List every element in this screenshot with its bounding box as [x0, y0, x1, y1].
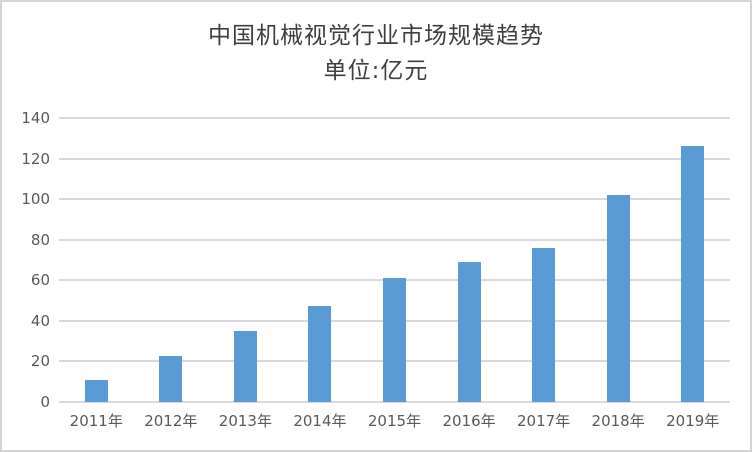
y-tick-label: 100 [21, 190, 50, 209]
y-tick-label: 140 [21, 109, 50, 127]
x-tick-label: 2012年 [144, 412, 198, 430]
gridline [59, 401, 730, 403]
y-tick-label: 20 [30, 352, 50, 371]
x-tick-label: 2018年 [591, 412, 645, 430]
x-tick-label: 2015年 [367, 412, 422, 430]
gridline [59, 238, 730, 241]
bar [159, 356, 183, 402]
y-tick-label: 0 [40, 393, 50, 411]
x-tick-label: 2014年 [293, 412, 347, 430]
gridline [59, 157, 730, 160]
bar [681, 146, 705, 402]
bar [383, 278, 406, 402]
chart-title: 中国机械视觉行业市场规模趋势 [208, 23, 544, 49]
bar [457, 262, 481, 402]
x-tick-label: 2019年 [666, 412, 720, 430]
bar [308, 305, 332, 402]
x-tick-label: 2011年 [69, 412, 123, 430]
chart-subtitle: 单位:亿元 [323, 58, 429, 84]
y-tick-label: 40 [30, 311, 50, 330]
bar [233, 331, 257, 402]
chart-title-block: 中国机械视觉行业市场规模趋势 单位:亿元 [2, 18, 750, 88]
bar [532, 247, 556, 402]
bar [84, 379, 108, 402]
gridline [59, 117, 730, 119]
y-tick-label: 60 [30, 271, 50, 290]
gridline [59, 198, 730, 201]
x-tick-label: 2013年 [218, 412, 272, 430]
bar [606, 195, 630, 402]
y-tick-label: 120 [21, 149, 50, 168]
x-tick-label: 2016年 [442, 412, 496, 430]
x-tick-label: 2017年 [517, 412, 571, 430]
y-tick-label: 80 [30, 230, 50, 249]
